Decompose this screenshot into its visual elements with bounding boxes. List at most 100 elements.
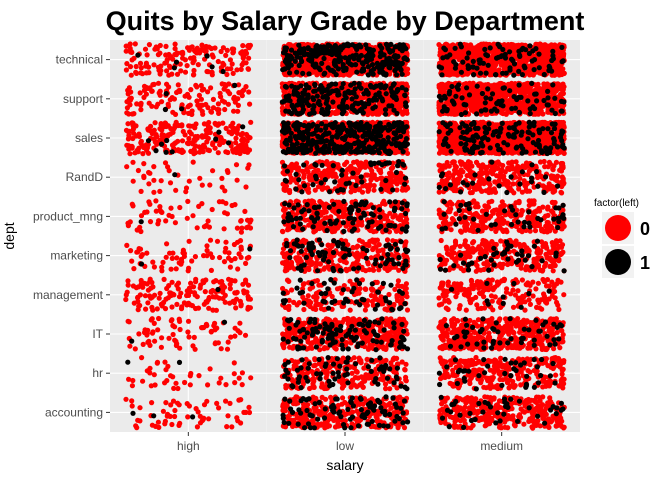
data-point [223,245,229,251]
data-point [129,258,135,264]
data-point [162,359,168,365]
data-point [167,64,173,70]
data-point [307,286,313,292]
data-point [193,149,199,156]
data-point [205,123,211,129]
data-point [174,341,180,347]
data-point [152,120,158,126]
data-point [344,159,350,165]
data-point [138,107,144,113]
data-point [206,224,212,230]
data-point [282,404,288,410]
data-point [289,287,295,293]
data-point [221,138,227,144]
data-point [188,370,194,377]
data-point [160,408,166,414]
data-point [354,244,360,250]
data-point [214,238,221,244]
data-point [164,378,170,384]
data-point [307,385,313,392]
data-point [172,46,178,52]
data-point [384,237,391,243]
data-point [172,220,178,226]
data-point [341,283,347,289]
data-point [300,322,307,328]
data-point [370,302,376,308]
data-point [303,356,309,362]
data-point [376,242,382,248]
data-point [377,219,383,225]
data-point [351,365,357,371]
data-point [383,386,389,392]
data-point [130,377,136,384]
data-point [202,289,208,295]
data-point [235,266,241,272]
data-point [189,44,195,50]
data-point [388,360,394,366]
data-point [373,357,379,364]
data-point [142,46,149,52]
data-point [209,52,215,58]
data-point [215,150,221,156]
data-point [283,187,290,193]
data-point [371,423,377,429]
data-point [124,110,130,116]
data-point [243,84,249,90]
data-point [175,286,181,292]
data-point [154,359,161,365]
data-point [403,361,409,367]
data-point [322,168,328,174]
data-point [206,305,212,311]
data-point [369,168,375,174]
data-point [218,65,224,71]
data-point [373,371,379,377]
data-point [300,168,306,174]
data-point [132,41,138,47]
data-point [313,306,319,312]
data-point [219,81,225,87]
data-point [395,425,401,431]
data-point [197,420,204,426]
data-point [194,424,200,430]
data-point [155,327,161,333]
data-point [291,343,297,349]
data-point [176,316,182,322]
data-point [228,66,234,72]
data-point [358,357,364,364]
data-point [163,254,169,260]
data-point [164,241,170,247]
data-point [157,290,163,296]
data-point [313,298,319,304]
data-point [224,424,230,430]
data-point [185,318,192,324]
data-point [280,229,286,235]
data-point [129,144,135,150]
data-point [198,96,204,102]
data-point [247,225,254,231]
data-point [190,60,196,66]
data-point [149,400,155,406]
data-point [170,331,176,338]
data-point [126,85,132,91]
data-point [176,122,182,129]
data-point [133,63,139,70]
data-point [145,126,151,132]
data-point [176,402,182,408]
data-point [124,164,130,170]
data-point [246,254,252,260]
data-point [365,187,372,193]
data-point [237,320,243,326]
data-point [387,333,393,339]
data-point [171,385,177,391]
data-point [185,45,191,51]
data-point [209,69,215,75]
data-point [135,284,141,290]
data-point [347,410,353,416]
data-point [231,108,237,114]
data-point [179,102,185,108]
data-point [186,123,192,129]
data-point [177,345,183,351]
data-point [163,43,169,50]
data-point [195,62,201,68]
